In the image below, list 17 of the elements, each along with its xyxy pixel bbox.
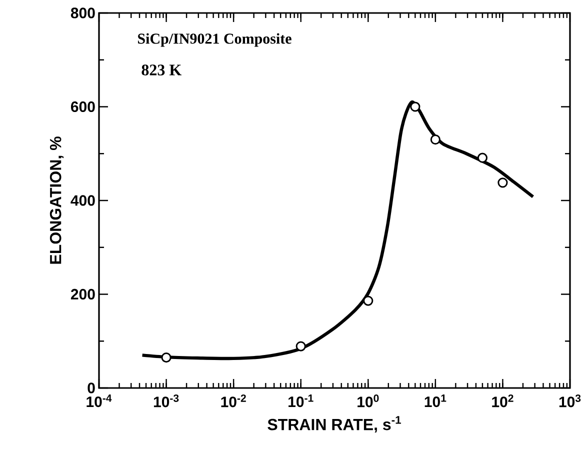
x-tick-label: 10$^{1}$ — [424, 394, 446, 408]
y-axis-title: ELONGATION, % — [50, 136, 64, 264]
x-tick-label: 10$^{-1}$ — [288, 394, 314, 408]
x-tick-label: 10$^{-4}$ — [86, 394, 112, 408]
x-tick-label: 10$^{0}$ — [358, 394, 379, 408]
x-tick-label: 10$^{3}$ — [559, 394, 581, 408]
x-tick-label: 10$^{-2}$ — [221, 394, 246, 408]
y-tick-label: 800 — [70, 8, 95, 18]
annotation: 823 K — [142, 64, 182, 76]
x-tick-label: 10$^{-3}$ — [154, 394, 179, 408]
x-axis-title: STRAIN RATE, s$^{-1}$ — [268, 416, 401, 433]
y-tick-label: 0 — [88, 382, 95, 394]
y-tick-label: 600 — [70, 101, 95, 112]
y-tick-label: 400 — [70, 195, 95, 206]
x-tick-label: 10$^{2}$ — [492, 394, 514, 408]
y-tick-label: 200 — [70, 288, 95, 300]
annotation: SiCp/IN9021 Composite — [138, 33, 292, 47]
